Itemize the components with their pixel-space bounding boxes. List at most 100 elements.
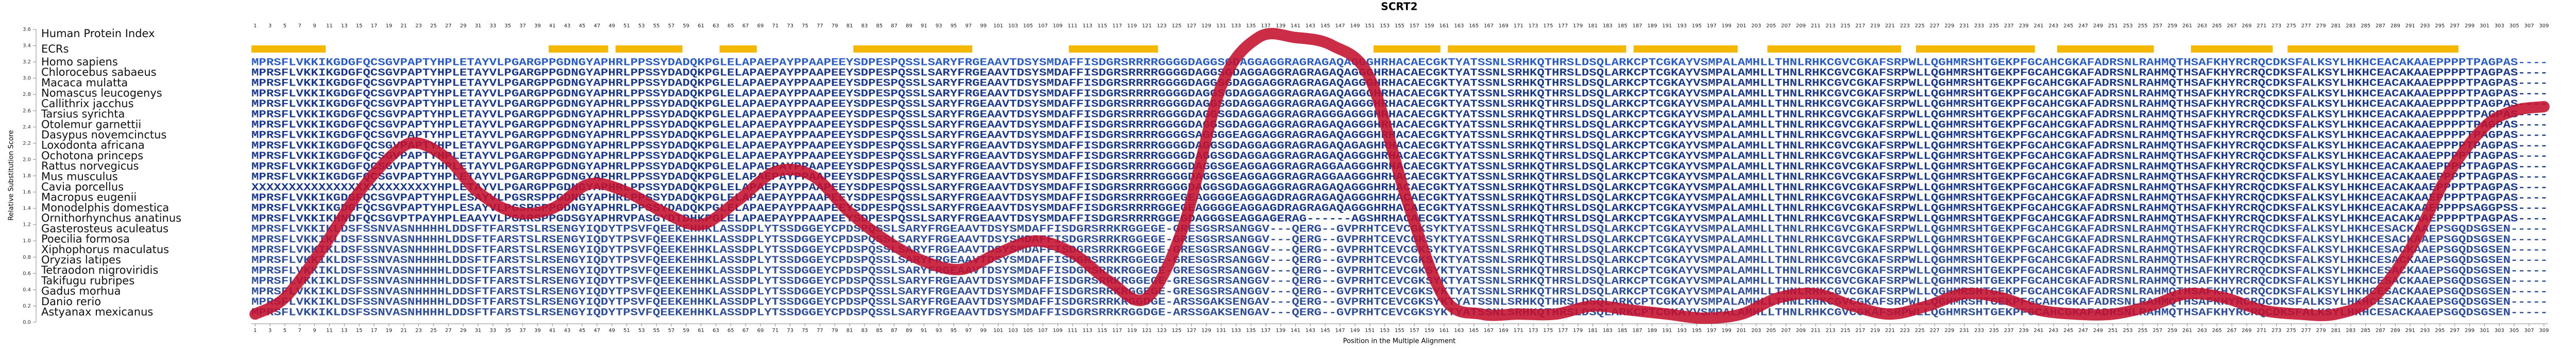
- ecr-bar: [853, 45, 973, 53]
- chart-title: SCRT2: [1381, 1, 1417, 13]
- x-tick-label: 35: [504, 328, 511, 334]
- sequence: MPRSFLVKKIKLDSFSSNVASNHHHHLDDSFTFARSTSLR…: [251, 265, 2548, 277]
- sequence: MPRSFLVKKIKGDGFQCSGVPAPTYHPLETAYVLPGARGP…: [251, 120, 2548, 131]
- human-index-label: 1: [253, 23, 257, 29]
- species-name: Tarsius syrichta: [41, 108, 125, 120]
- x-tick-label: 103: [1008, 328, 1018, 334]
- species-name: Poecilia formosa: [41, 233, 130, 245]
- species-name: Chlorocebus sabaeus: [41, 66, 157, 78]
- species-name: Gadus morhua: [41, 285, 121, 297]
- human-index-label: 303: [2495, 23, 2504, 29]
- human-index-label: 301: [2480, 23, 2489, 29]
- x-tick-label: 209: [1796, 328, 1806, 334]
- human-index-label: 73: [787, 23, 793, 29]
- ecr-bar: [615, 45, 683, 53]
- human-index-label: 217: [1855, 23, 1865, 29]
- human-index-label: 253: [2123, 23, 2133, 29]
- x-tick-label: 271: [2257, 328, 2266, 334]
- human-index-label: 89: [906, 23, 912, 29]
- human-index-label: 137: [1261, 23, 1270, 29]
- x-tick-label: 5: [283, 328, 286, 334]
- x-tick-label: 181: [1588, 328, 1598, 334]
- human-index-label: 55: [653, 23, 660, 29]
- human-index-label: 133: [1231, 23, 1241, 29]
- x-tick-label: 157: [1410, 328, 1419, 334]
- human-index-label: 25: [430, 23, 437, 29]
- human-index-label: 83: [861, 23, 868, 29]
- x-tick-label: 87: [891, 328, 897, 334]
- human-index-label: 171: [1514, 23, 1523, 29]
- ecr-bar: [1767, 45, 1902, 53]
- x-tick-label: 69: [757, 328, 764, 334]
- species-name: Rattus norvegicus: [41, 160, 139, 172]
- human-index-label: 205: [1766, 23, 1776, 29]
- x-tick-label: 45: [579, 328, 585, 334]
- human-index-label: 259: [2167, 23, 2177, 29]
- human-index-label: 295: [2435, 23, 2445, 29]
- x-tick-label: 219: [1870, 328, 1880, 334]
- x-tick-label: 17: [371, 328, 378, 334]
- human-index-label: 175: [1543, 23, 1553, 29]
- y-tick-label: 3.0: [23, 76, 31, 81]
- y-tick-label: 1.8: [23, 173, 31, 179]
- human-index-label: 103: [1008, 23, 1018, 29]
- x-tick-label: 139: [1276, 328, 1285, 334]
- human-index-label: 29: [460, 23, 467, 29]
- human-index-label: 99: [980, 23, 987, 29]
- human-index-label: 231: [1959, 23, 1969, 29]
- human-index-label: 117: [1112, 23, 1122, 29]
- x-tick-label: 117: [1112, 328, 1122, 334]
- species-name: Mus musculus: [41, 170, 118, 183]
- x-tick-label: 141: [1291, 328, 1300, 334]
- sequence: MPRSFLVKKIKGDGFQCSGVPAPTYHPLESAYVLPGSRSP…: [251, 203, 2548, 214]
- x-tick-label: 89: [906, 328, 912, 334]
- x-tick-label: 147: [1335, 328, 1345, 334]
- human-index-label: 283: [2346, 23, 2355, 29]
- human-index-label: 149: [1350, 23, 1360, 29]
- human-index-label: 91: [921, 23, 927, 29]
- human-index-label: 221: [1885, 23, 1895, 29]
- x-tick-label: 207: [1781, 328, 1791, 334]
- x-tick-label: 177: [1558, 328, 1568, 334]
- x-tick-label: 251: [2108, 328, 2118, 334]
- x-tick-label: 7: [298, 328, 301, 334]
- y-tick-label: 3.4: [23, 43, 31, 49]
- y-tick-label: 2.4: [23, 124, 31, 130]
- human-index-label: 293: [2420, 23, 2430, 29]
- x-tick-label: 253: [2123, 328, 2133, 334]
- human-index-label: 213: [1826, 23, 1836, 29]
- x-tick-label: 247: [2078, 328, 2088, 334]
- sequence: MPRSFLVKKIKLDSFSSNVASNHHHHLDDSFTFARSTSLR…: [251, 307, 2548, 319]
- x-tick-label: 205: [1766, 328, 1776, 334]
- x-tick-label: 183: [1603, 328, 1613, 334]
- sequence: MPRSFLVKKIKGDGFQCSGVPAPTYHPLETAYVLPGARGP…: [251, 140, 2548, 152]
- x-tick-label: 151: [1365, 328, 1375, 334]
- human-index-label: 165: [1469, 23, 1479, 29]
- species-name: Monodelphis domestica: [41, 202, 169, 214]
- human-index-label: 13: [341, 23, 348, 29]
- human-index-label: 261: [2182, 23, 2192, 29]
- x-tick-label: 199: [1722, 328, 1732, 334]
- y-tick-label: 2.0: [23, 157, 31, 162]
- human-index-label: 275: [2286, 23, 2296, 29]
- human-index-label: 47: [594, 23, 600, 29]
- human-index-label: 279: [2316, 23, 2326, 29]
- x-tick-label: 287: [2376, 328, 2385, 334]
- x-tick-label: 77: [817, 328, 823, 334]
- human-index-label: 297: [2450, 23, 2460, 29]
- x-tick-label: 37: [519, 328, 526, 334]
- x-tick-label: 225: [1915, 328, 1925, 334]
- human-index-label: 235: [1989, 23, 1999, 29]
- x-tick-label: 293: [2420, 328, 2430, 334]
- human-index-label: 111: [1067, 23, 1077, 29]
- x-tick-label: 65: [727, 328, 734, 334]
- human-index-label: 179: [1573, 23, 1583, 29]
- x-tick-label: 193: [1677, 328, 1687, 334]
- human-index-label: 113: [1082, 23, 1092, 29]
- human-index-label: 167: [1484, 23, 1494, 29]
- x-tick-label: 79: [832, 328, 838, 334]
- x-tick-label: 215: [1840, 328, 1850, 334]
- ecr-bar: [719, 45, 757, 53]
- human-index-label: 95: [951, 23, 957, 29]
- human-index-label: 251: [2108, 23, 2118, 29]
